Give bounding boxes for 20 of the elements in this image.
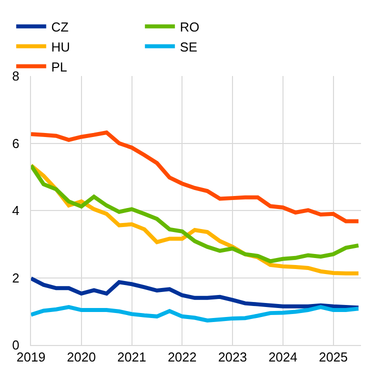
y-tick-label: 6	[12, 136, 20, 151]
x-tick-label: 2020	[66, 350, 96, 365]
y-tick-label: 2	[12, 270, 20, 286]
x-tick-label: 2024	[268, 350, 298, 365]
line-series	[31, 276, 360, 310]
legend-label: SE	[180, 39, 198, 54]
x-tick-label: 2025	[318, 350, 348, 365]
legend-label: RO	[180, 19, 200, 34]
line-series	[31, 130, 360, 224]
x-tick-label: 2022	[168, 350, 197, 365]
x-tick-label: 2023	[218, 350, 247, 365]
x-tick-label: 2019	[16, 350, 46, 365]
y-tick-label: 4	[12, 203, 20, 218]
x-tick-label: 2021	[117, 350, 146, 365]
legend-label: HU	[51, 39, 70, 54]
legend-label: PL	[51, 59, 68, 74]
y-tick-label: 0	[12, 338, 20, 353]
y-tick-label: 8	[12, 68, 20, 84]
legend-label: CZ	[51, 19, 69, 34]
line-series	[31, 305, 360, 322]
